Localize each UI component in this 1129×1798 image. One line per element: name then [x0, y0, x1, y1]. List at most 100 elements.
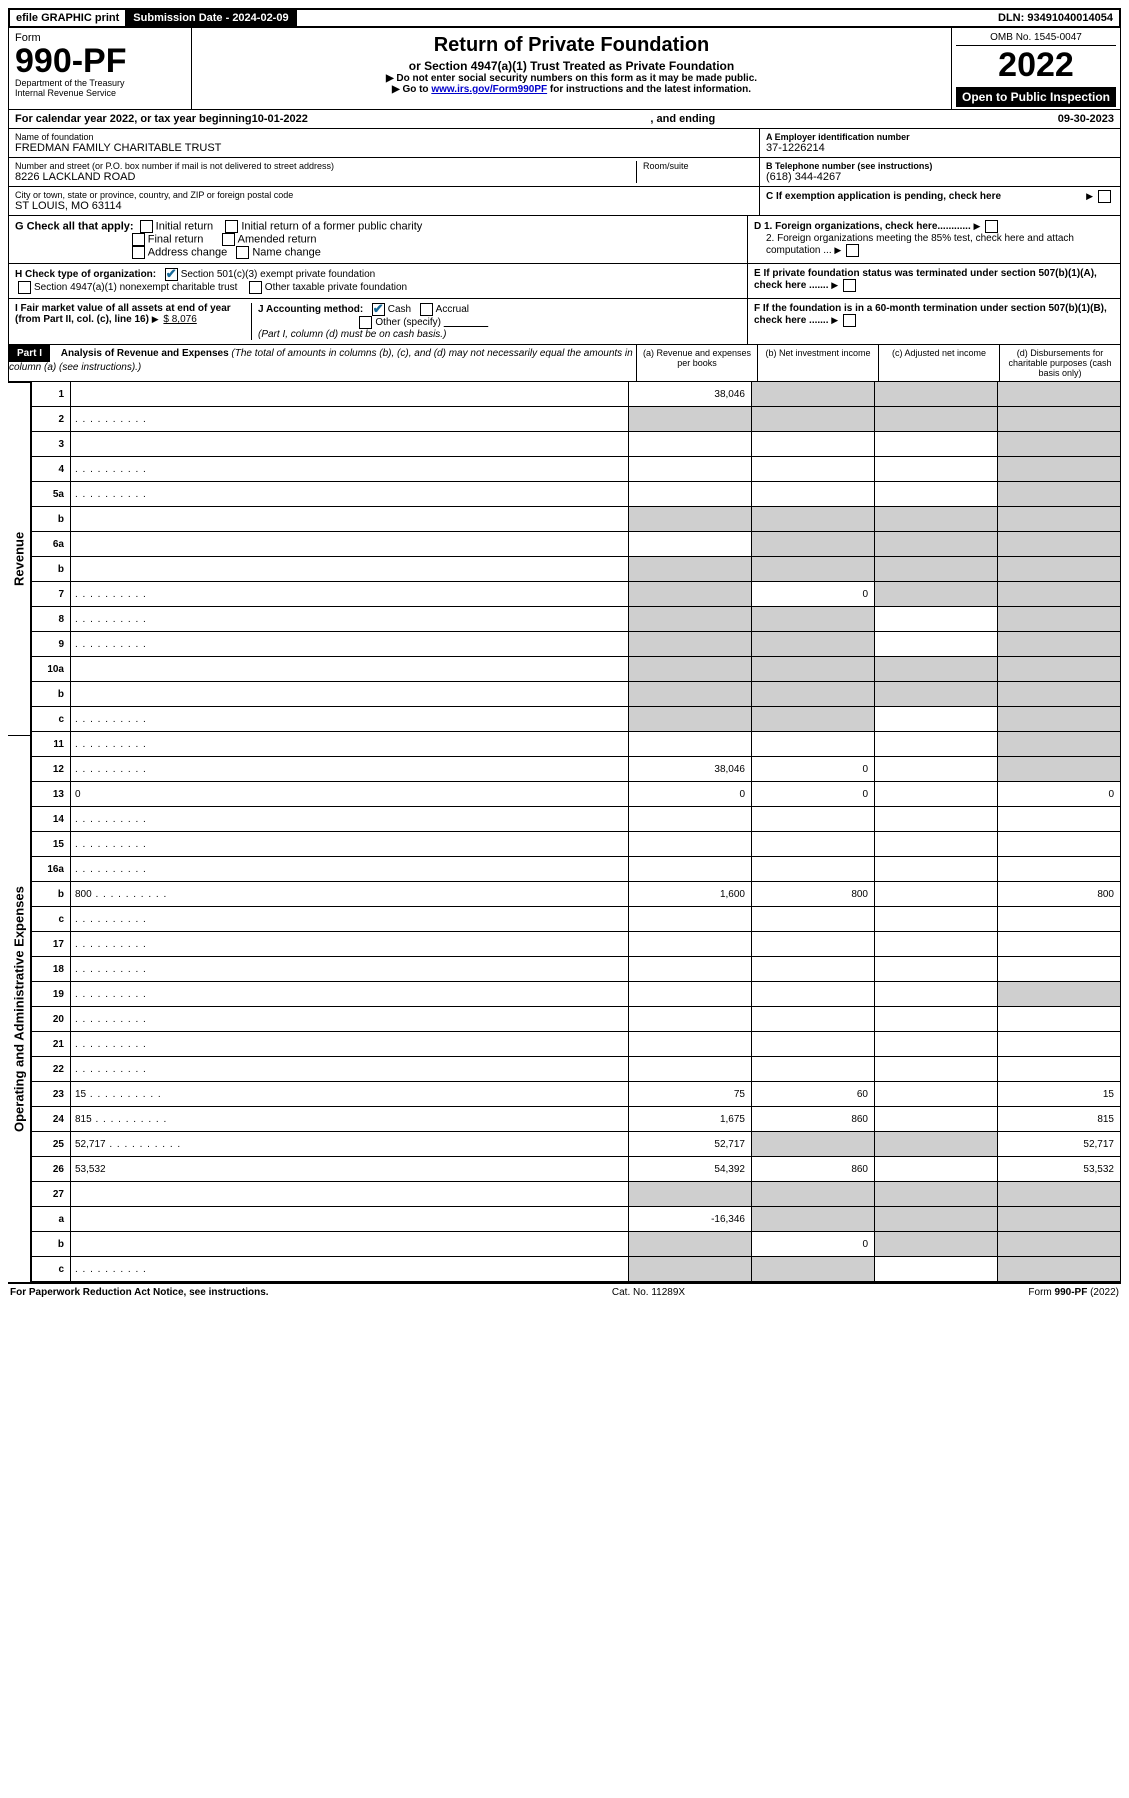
submission-date: Submission Date - 2024-02-09 [127, 10, 296, 26]
addr-label: Number and street (or P.O. box number if… [15, 161, 636, 171]
j-accrual[interactable] [420, 303, 433, 316]
e-check[interactable] [843, 279, 856, 292]
j-label: J Accounting method: [258, 304, 363, 315]
table-row: 9 [32, 632, 1121, 657]
arrow-icon [831, 280, 840, 291]
table-row: 17 [32, 932, 1121, 957]
table-row: 4 [32, 457, 1121, 482]
table-row: 2552,71752,71752,717 [32, 1132, 1121, 1157]
table-row: b8001,600800800 [32, 882, 1121, 907]
h-4947[interactable] [18, 281, 31, 294]
table-row: c [32, 1257, 1121, 1282]
h-501c3[interactable] [165, 268, 178, 281]
ein-label: A Employer identification number [766, 132, 1114, 142]
note1: ▶ Do not enter social security numbers o… [200, 73, 943, 84]
form-subtitle: or Section 4947(a)(1) Trust Treated as P… [200, 59, 943, 73]
city: ST LOUIS, MO 63114 [15, 200, 753, 212]
g-d-row: G Check all that apply: Initial return I… [8, 216, 1121, 264]
table-row: 11 [32, 732, 1121, 757]
h-label: H Check type of organization: [15, 269, 156, 280]
arrow-icon [974, 221, 983, 232]
g-initial-former[interactable] [225, 220, 238, 233]
footer-left: For Paperwork Reduction Act Notice, see … [10, 1287, 269, 1298]
table-row: 14 [32, 807, 1121, 832]
h-other[interactable] [249, 281, 262, 294]
open-inspection: Open to Public Inspection [956, 87, 1116, 107]
h-e-row: H Check type of organization: Section 50… [8, 264, 1121, 299]
table-row: 19 [32, 982, 1121, 1007]
phone: (618) 344-4267 [766, 171, 1114, 183]
table-row: c [32, 907, 1121, 932]
d2-check[interactable] [846, 244, 859, 257]
table-row: c [32, 707, 1121, 732]
arrow-icon [831, 315, 840, 326]
foundation-name: FREDMAN FAMILY CHARITABLE TRUST [15, 142, 753, 154]
e-label: E If private foundation status was termi… [754, 268, 1097, 291]
col-d: (d) Disbursements for charitable purpose… [999, 345, 1120, 381]
d2-label: 2. Foreign organizations meeting the 85%… [766, 233, 1074, 256]
table-row: 10a [32, 657, 1121, 682]
col-b: (b) Net investment income [757, 345, 878, 381]
room-label: Room/suite [643, 161, 753, 171]
side-expenses: Operating and Administrative Expenses [8, 735, 31, 1282]
g-initial[interactable] [140, 220, 153, 233]
table-row: b [32, 682, 1121, 707]
table-row: 21 [32, 1032, 1121, 1057]
dln: DLN: 93491040014054 [992, 10, 1119, 26]
j-other[interactable] [359, 316, 372, 329]
f-label: F If the foundation is in a 60-month ter… [754, 303, 1107, 326]
part1-header: Part I Analysis of Revenue and Expenses … [8, 345, 1121, 382]
table-row: 27 [32, 1182, 1121, 1207]
table-row: 5a [32, 482, 1121, 507]
c-checkbox[interactable] [1098, 190, 1111, 203]
f-check[interactable] [843, 314, 856, 327]
note2: ▶ Go to www.irs.gov/Form990PF for instru… [200, 84, 943, 95]
table-row: 15 [32, 832, 1121, 857]
g-address[interactable] [132, 246, 145, 259]
irs-link[interactable]: www.irs.gov/Form990PF [431, 84, 547, 95]
table-row: b [32, 507, 1121, 532]
omb-no: OMB No. 1545-0047 [956, 30, 1116, 46]
table-row: 248151,675860815 [32, 1107, 1121, 1132]
d1-check[interactable] [985, 220, 998, 233]
arrow-icon [1086, 191, 1095, 202]
table-row: 22 [32, 1057, 1121, 1082]
form-number: 990-PF [15, 44, 185, 78]
table-row: b0 [32, 1232, 1121, 1257]
lines-table: 138,0462345ab6ab708910abc111238,04601300… [31, 382, 1121, 1282]
footer-right: Form 990-PF (2022) [1028, 1287, 1119, 1298]
form-title: Return of Private Foundation [200, 34, 943, 57]
form-header: Form 990-PF Department of the Treasury I… [8, 28, 1121, 110]
g-name[interactable] [236, 246, 249, 259]
part1-title: Analysis of Revenue and Expenses [61, 348, 229, 359]
table-row: 6a [32, 532, 1121, 557]
part1-grid: Revenue Operating and Administrative Exp… [8, 382, 1121, 1282]
dept1: Department of the Treasury [15, 78, 185, 88]
col-c: (c) Adjusted net income [878, 345, 999, 381]
table-row: 3 [32, 432, 1121, 457]
table-row: a-16,346 [32, 1207, 1121, 1232]
entity-block: Name of foundation FREDMAN FAMILY CHARIT… [8, 129, 1121, 216]
j-note: (Part I, column (d) must be on cash basi… [258, 329, 446, 340]
name-label: Name of foundation [15, 132, 753, 142]
side-revenue: Revenue [8, 382, 31, 735]
table-row: 130000 [32, 782, 1121, 807]
phone-label: B Telephone number (see instructions) [766, 161, 1114, 171]
g-final[interactable] [132, 233, 145, 246]
table-row: 2653,53254,39286053,532 [32, 1157, 1121, 1182]
i-val: $ 8,076 [163, 314, 196, 325]
addr: 8226 LACKLAND ROAD [15, 171, 636, 183]
g-amended[interactable] [222, 233, 235, 246]
efile-label: efile GRAPHIC print [10, 10, 127, 26]
table-row: b [32, 557, 1121, 582]
tax-year: 2022 [956, 46, 1116, 85]
footer: For Paperwork Reduction Act Notice, see … [8, 1282, 1121, 1301]
table-row: 18 [32, 957, 1121, 982]
table-row: 1238,0460 [32, 757, 1121, 782]
c-label: C If exemption application is pending, c… [766, 191, 1001, 202]
j-cash[interactable] [372, 303, 385, 316]
footer-mid: Cat. No. 11289X [612, 1287, 685, 1298]
table-row: 2 [32, 407, 1121, 432]
table-row: 138,046 [32, 382, 1121, 407]
part1-label: Part I [9, 345, 50, 362]
